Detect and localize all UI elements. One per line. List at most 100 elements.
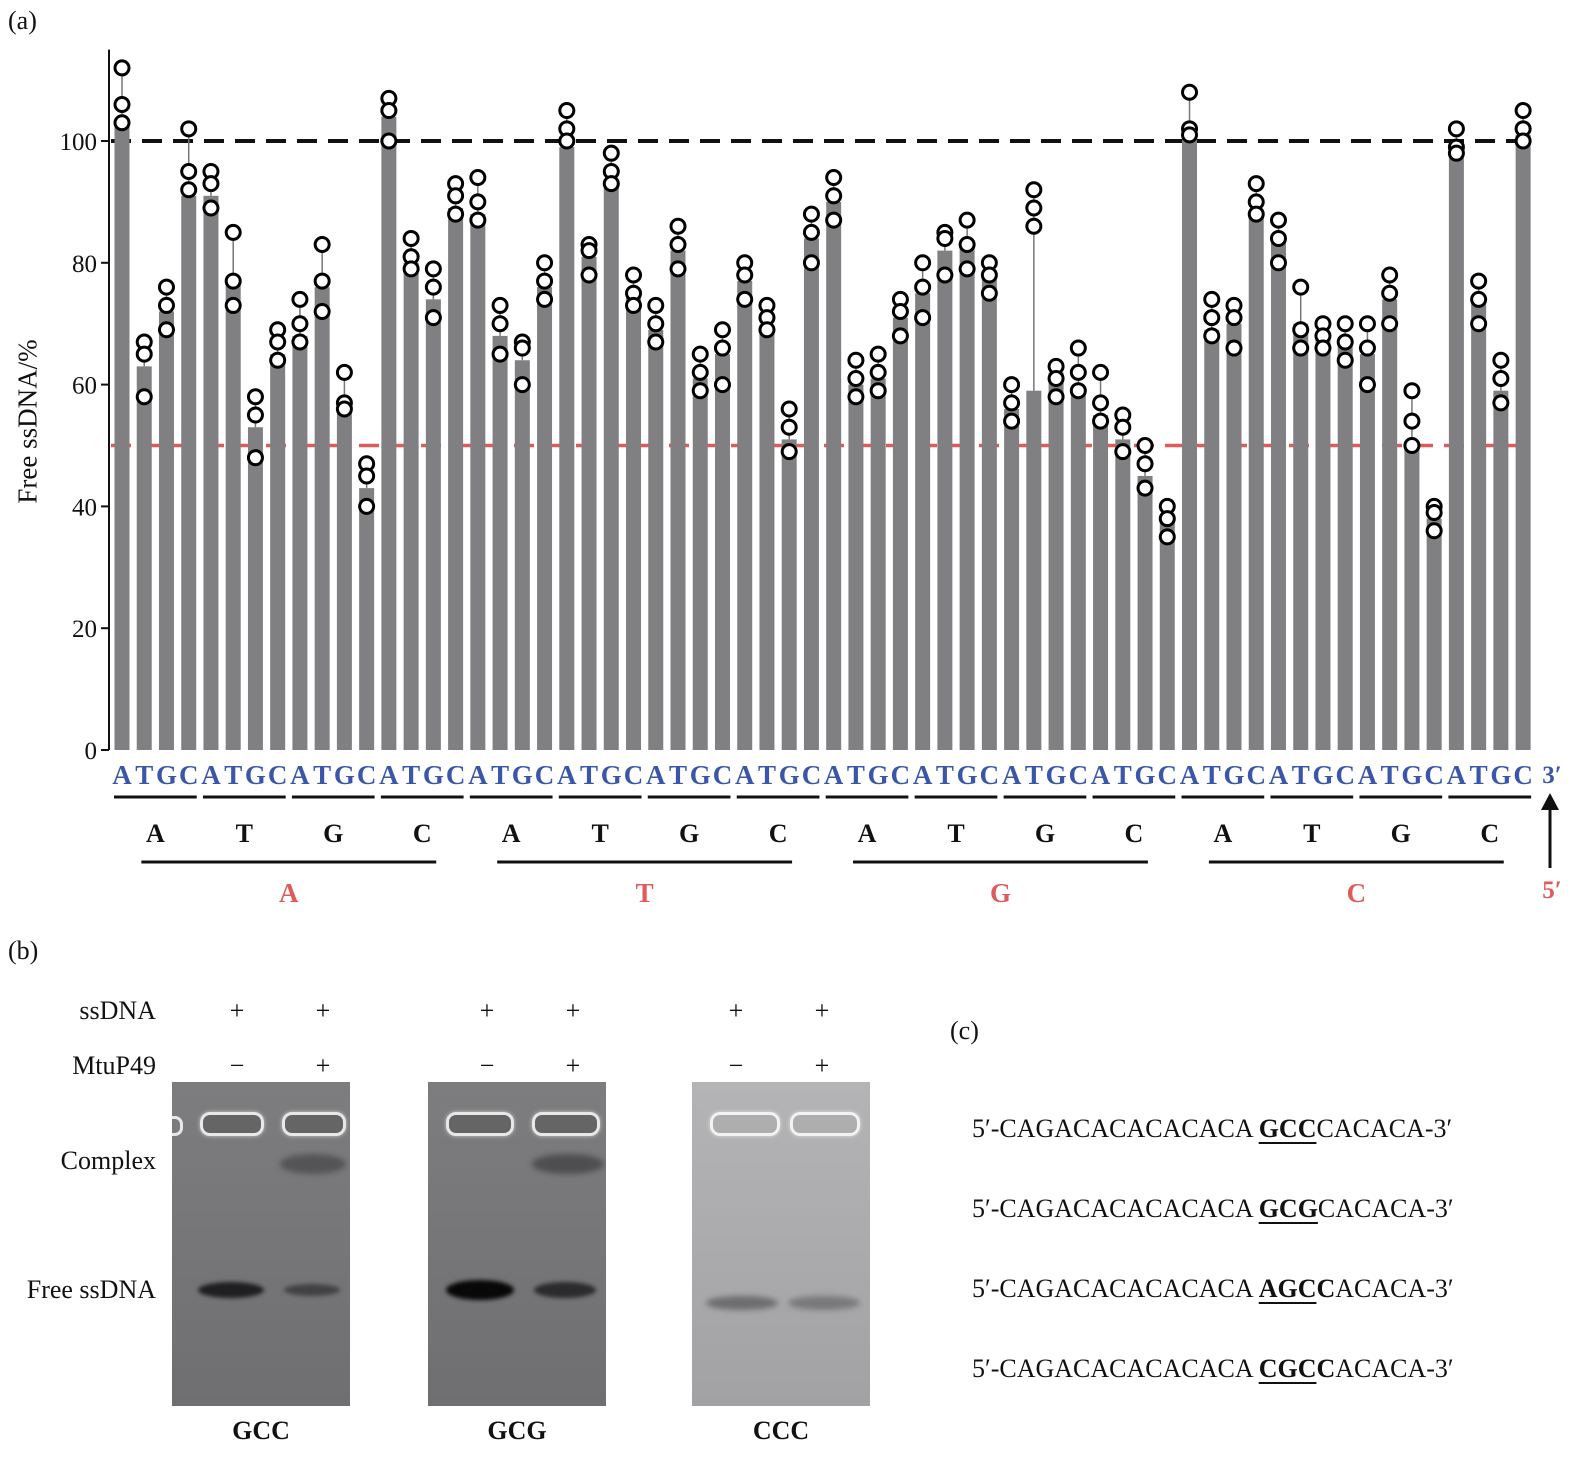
second-position-label: G <box>323 819 343 848</box>
x-tick-label: T <box>669 760 687 790</box>
data-point <box>1403 437 1421 454</box>
data-point <box>936 229 954 247</box>
data-point <box>1358 376 1376 394</box>
x-tick-label: G <box>156 760 177 790</box>
x-tick-label: G <box>245 760 266 790</box>
data-point <box>780 400 798 418</box>
data-point <box>246 406 264 424</box>
data-point <box>647 315 665 333</box>
x-tick-label: T <box>847 760 865 790</box>
x-tick-label: A <box>1358 760 1378 790</box>
bar <box>1226 323 1242 750</box>
sequence-1: 5′-CAGACACACACACA GCCCACACA-3′ <box>972 1114 1452 1144</box>
seq-core: GCG <box>1258 1194 1318 1223</box>
data-point <box>869 382 887 400</box>
data-point <box>536 254 554 272</box>
second-position-label: T <box>591 819 608 848</box>
data-point <box>269 351 287 369</box>
seq-flank: C <box>1316 1274 1336 1303</box>
data-point <box>691 345 709 363</box>
data-point <box>1403 382 1421 400</box>
x-tick-label: T <box>1114 760 1132 790</box>
y-tick-label: 100 <box>60 129 98 156</box>
seq-flank: C <box>1258 1354 1278 1383</box>
bar <box>114 122 130 751</box>
data-point <box>202 175 220 193</box>
x-tick-label: T <box>936 760 954 790</box>
free-band <box>706 1296 778 1310</box>
data-point <box>647 333 665 351</box>
data-point <box>669 217 687 235</box>
data-point <box>1247 205 1265 223</box>
data-point <box>625 296 643 314</box>
bar <box>1204 329 1220 750</box>
x-tick-label: C <box>446 760 466 790</box>
data-point <box>891 327 909 345</box>
data-point <box>958 260 976 278</box>
second-position-label: G <box>1035 819 1055 848</box>
lane1-ssdna: + <box>229 996 245 1025</box>
gel-name-gcc: GCC <box>232 1416 290 1445</box>
data-point <box>1003 394 1021 412</box>
second-position-label: A <box>502 819 521 848</box>
data-point <box>1136 455 1154 473</box>
x-tick-label: T <box>580 760 598 790</box>
data-point <box>380 102 398 120</box>
bar <box>181 195 197 750</box>
sequence-4: 5′-CAGACACACACACA CGCCACACA-3′ <box>972 1354 1454 1384</box>
data-point <box>1358 339 1376 357</box>
lane5-mtup49: − <box>728 1051 744 1080</box>
data-point <box>825 169 843 187</box>
data-point <box>736 266 754 284</box>
data-point <box>1403 412 1421 430</box>
row-label-mtup49: MtuP49 <box>72 1051 156 1080</box>
free-band <box>446 1280 514 1300</box>
data-point <box>1025 217 1043 235</box>
bar <box>225 281 241 750</box>
bar <box>1270 238 1286 750</box>
data-point <box>291 315 309 333</box>
x-tick-label: G <box>512 760 533 790</box>
data-point <box>669 236 687 254</box>
bar <box>381 116 397 750</box>
data-point <box>1025 199 1043 217</box>
data-point <box>536 290 554 308</box>
bar <box>1359 354 1375 750</box>
data-point <box>736 290 754 308</box>
data-point <box>246 449 264 467</box>
lane5-ssdna: + <box>728 996 744 1025</box>
x-tick-label: A <box>201 760 221 790</box>
data-point <box>691 382 709 400</box>
x-tick-label: T <box>1292 760 1310 790</box>
data-point <box>1425 503 1443 521</box>
data-point <box>758 321 776 339</box>
seq-core: GCC <box>1258 1114 1317 1143</box>
seq-prefix: 5′-CAGACACACACACA <box>972 1354 1259 1383</box>
data-point <box>1492 370 1510 388</box>
data-point <box>1047 370 1065 388</box>
bar <box>1070 390 1086 750</box>
seq-core: GC <box>1277 1354 1317 1383</box>
x-tick-label: T <box>758 760 776 790</box>
x-tick-label: A <box>646 760 666 790</box>
data-point <box>936 266 954 284</box>
bar <box>826 201 842 750</box>
data-point <box>1069 363 1087 381</box>
bar <box>292 335 308 750</box>
data-point <box>980 266 998 284</box>
bar <box>514 360 530 750</box>
data-point <box>1114 418 1132 436</box>
x-tick-label: T <box>1025 760 1043 790</box>
x-tick-label: C <box>1424 760 1444 790</box>
seq-prefix: 5′-CAGACACACACACA <box>972 1274 1259 1303</box>
bar <box>1426 518 1442 750</box>
data-point <box>1470 290 1488 308</box>
data-point <box>246 388 264 406</box>
x-tick-label: T <box>135 760 153 790</box>
x-tick-label: G <box>868 760 889 790</box>
x-tick-label: T <box>1203 760 1221 790</box>
bar <box>1404 445 1420 750</box>
data-point <box>1292 339 1310 357</box>
